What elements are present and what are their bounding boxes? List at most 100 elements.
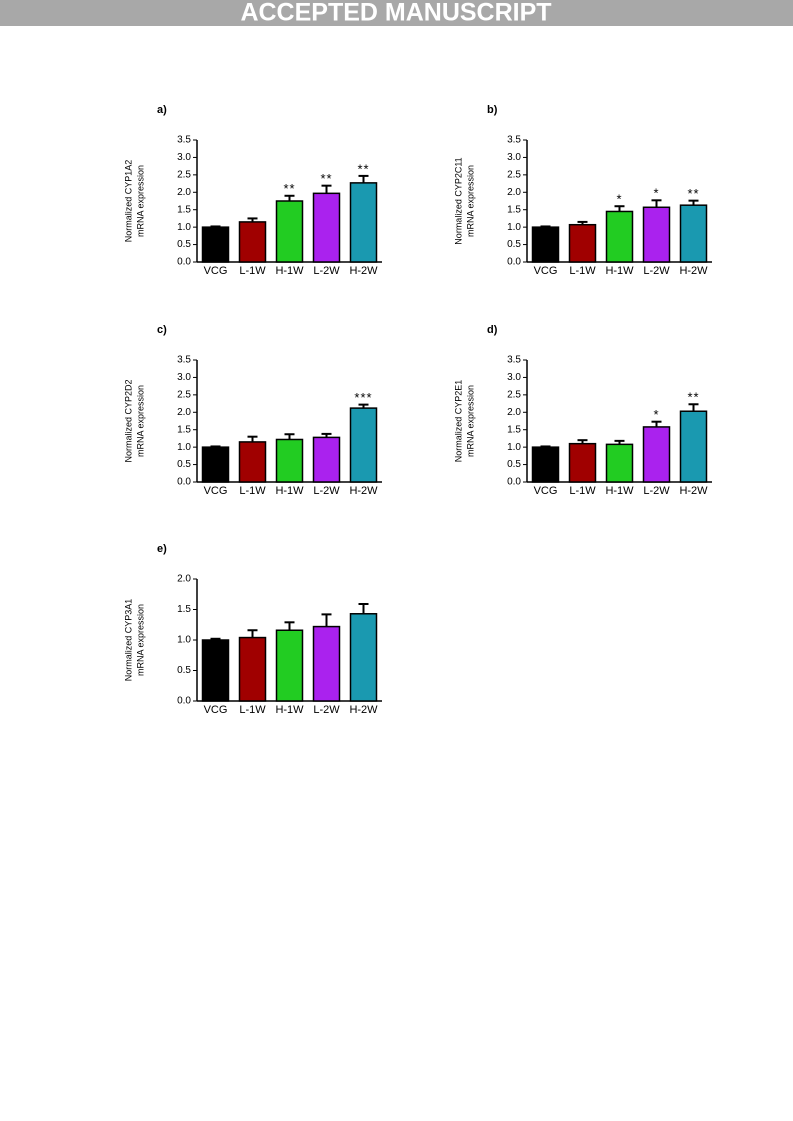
y-tick-label: 1.5 [507,204,521,215]
x-tick-label: VCG [534,485,558,497]
x-tick-label: L-2W [643,485,670,497]
bar [201,639,230,702]
significance-label: * [653,186,659,201]
bar [312,436,341,483]
x-tick-label: L-1W [569,485,596,497]
y-tick-label: 0.0 [177,696,191,707]
y-tick-label: 1.5 [507,424,521,435]
x-tick-label: L-1W [239,704,266,716]
bar [238,636,267,702]
y-tick-label: 0.5 [177,239,191,250]
bar [275,200,304,263]
y-tick-label: 2.5 [507,169,521,180]
significance-label: * [653,407,659,422]
x-tick-label: H-1W [275,265,304,277]
y-tick-label: 1.0 [507,442,521,453]
bar [679,410,708,483]
y-axis-label: Normalized CYP2D2 [123,379,133,462]
bar [605,443,634,483]
bar [349,407,378,483]
y-tick-label: 2.0 [177,407,191,418]
x-tick-label: H-1W [275,704,304,716]
y-tick-label: 1.0 [507,222,521,233]
y-tick-label: 0.5 [507,239,521,250]
bar [605,210,634,263]
y-tick-label: 0.0 [507,477,521,488]
x-tick-label: L-2W [313,485,340,497]
bar [349,613,378,702]
significance-label: ** [320,171,332,186]
x-tick-label: L-2W [313,265,340,277]
y-tick-label: 0.5 [177,459,191,470]
bar [642,206,671,263]
y-axis-label: Normalized CYP1A2 [123,160,133,243]
significance-label: ** [283,181,295,196]
x-tick-label: VCG [204,265,228,277]
bar [238,221,267,263]
x-tick-label: H-2W [349,485,378,497]
y-tick-label: 0.5 [177,665,191,676]
y-axis-label: mRNA expression [135,165,145,237]
y-tick-label: 2.5 [507,389,521,400]
significance-label: *** [354,390,372,405]
panel-label: c) [157,324,167,336]
y-axis-label: mRNA expression [135,604,145,676]
bar [275,629,304,702]
bar [642,426,671,483]
y-tick-label: 2.0 [177,574,191,585]
significance-label: ** [357,161,369,176]
panel-label: b) [487,104,498,116]
y-axis-label: mRNA expression [465,385,475,457]
significance-label: ** [687,390,699,405]
x-tick-label: L-2W [643,265,670,277]
y-axis-label: mRNA expression [465,165,475,237]
bar [312,625,341,702]
y-tick-label: 2.0 [507,407,521,418]
y-tick-label: 1.0 [177,222,191,233]
bar [201,446,230,483]
y-tick-label: 3.0 [177,152,191,163]
y-tick-label: 3.5 [177,355,191,366]
x-tick-label: L-2W [313,704,340,716]
y-tick-label: 0.5 [507,459,521,470]
y-tick-label: 3.0 [177,372,191,383]
significance-label: * [616,192,622,207]
y-tick-label: 1.0 [177,635,191,646]
x-tick-label: L-1W [239,485,266,497]
bar [531,226,560,263]
y-tick-label: 1.0 [177,442,191,453]
y-axis-label: Normalized CYP3A1 [123,599,133,682]
x-tick-label: H-2W [349,265,378,277]
x-tick-label: H-1W [605,265,634,277]
x-tick-label: H-2W [679,265,708,277]
y-tick-label: 3.0 [507,152,521,163]
bar [275,438,304,483]
y-tick-label: 2.5 [177,169,191,180]
panel-label: a) [157,104,167,116]
y-tick-label: 2.0 [177,187,191,198]
y-tick-label: 3.0 [507,372,521,383]
y-tick-label: 3.5 [177,135,191,146]
bar [568,223,597,263]
y-axis-label: Normalized CYP2C11 [453,157,463,244]
significance-label: ** [687,186,699,201]
y-tick-label: 2.0 [507,187,521,198]
y-tick-label: 1.5 [177,424,191,435]
y-tick-label: 1.5 [177,204,191,215]
y-tick-label: 2.5 [177,389,191,400]
header-bar [0,0,793,26]
x-tick-label: H-2W [679,485,708,497]
x-tick-label: H-1W [275,485,304,497]
x-tick-label: H-2W [349,704,378,716]
y-tick-label: 0.0 [177,477,191,488]
bar [568,442,597,483]
x-tick-label: VCG [204,704,228,716]
bar [312,192,341,263]
bar [238,441,267,483]
bar [349,182,378,263]
bar [679,204,708,263]
bar [201,226,230,263]
y-tick-label: 1.5 [177,604,191,615]
